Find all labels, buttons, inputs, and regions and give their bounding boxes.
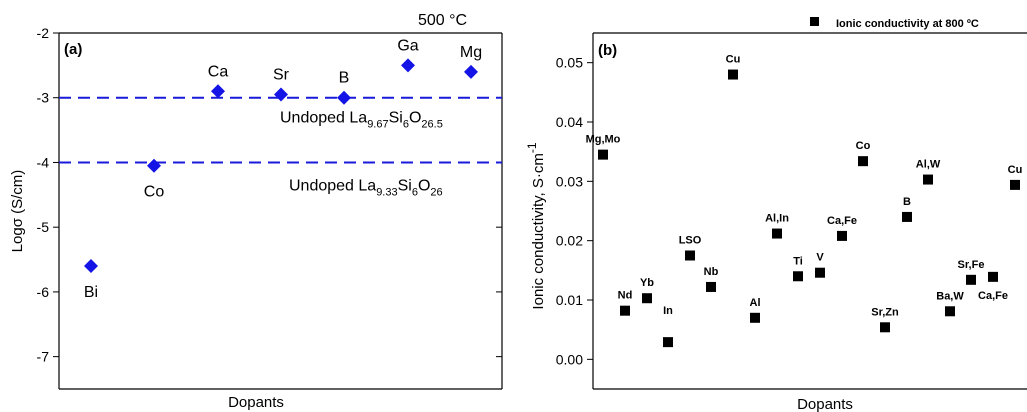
panel-a-y-tick-label: -7	[37, 349, 50, 365]
panel-a-reference-label-part: O	[418, 177, 430, 194]
panel-b-point-label: Al,In	[765, 213, 789, 225]
panel-a-reference-label-part: Undoped La	[280, 110, 367, 127]
panel-a-y-axis-title: Logσ (S/cm)	[9, 170, 26, 253]
panel-a-reference-label: Undoped La9.33Si6O26	[289, 177, 443, 198]
panel-a-point-label: Co	[144, 184, 165, 201]
panel-a-reference-label-part: 9.33	[376, 186, 397, 198]
panel-b: 0.00 0.01 0.02 0.03 0.04 0.05 Mg,Mo Nd Yb In LSO N…	[525, 17, 1027, 412]
panel-a-y-tick-label: -4	[37, 154, 50, 170]
panel-b-point-label: LSO	[679, 235, 702, 247]
panel-a-reference-label-part: 26	[430, 186, 442, 198]
panel-b-data-point	[706, 281, 716, 292]
panel-a-reference-label-part: 6	[412, 186, 418, 198]
panel-b-y-axis-title-main: Ionic conductivity, S·cm	[530, 153, 547, 309]
panel-b-point-label: In	[663, 305, 673, 317]
panel-b-point-label: Cu	[1008, 164, 1023, 176]
panel-b-data-point	[728, 69, 738, 80]
panel-b-point-label: Cu	[726, 54, 741, 66]
panel-a-x-axis-title: Dopants	[228, 394, 284, 411]
panel-a-point-label: Ga	[397, 37, 418, 54]
panel-b-y-axis-title-sup: -1	[525, 142, 539, 153]
panel-a-y-tick-label: -2	[37, 25, 50, 41]
panel-a-y-tick-label: -5	[37, 219, 50, 235]
panel-b-x-axis-title: Dopants	[797, 396, 853, 412]
panel-b-data-point	[858, 156, 868, 167]
panel-b-y-tick-label: 0.04	[556, 114, 583, 130]
panel-a-reference-label: Undoped La9.67Si6O26.5	[280, 110, 443, 131]
panel-b-y-tick-label: 0.05	[556, 55, 583, 71]
panel-a-point-label: Bi	[84, 284, 98, 301]
panel-a-y-tick-label: -3	[37, 90, 50, 106]
panel-b-y-tick-label: 0.00	[556, 351, 583, 367]
panel-b-point-label: Nd	[618, 290, 633, 302]
panel-b-point-label: V	[816, 252, 824, 264]
panel-a-data-point	[274, 87, 288, 102]
panel-b-data-point	[902, 211, 912, 222]
panel-b-data-point	[1010, 179, 1020, 190]
panel-b-y-axis-title: Ionic conductivity, S·cm-1	[525, 142, 547, 309]
panel-a-point-label: B	[339, 70, 350, 87]
panel-b-y-tick-label: 0.03	[556, 173, 583, 189]
panel-b-point-label: Co	[856, 140, 871, 152]
panel-b-data-point	[966, 274, 976, 285]
panel-b-data-point	[923, 174, 933, 185]
panel-a-y-tick-label: -6	[37, 284, 50, 300]
panel-a-reference-label-part: 9.67	[367, 119, 388, 131]
panel-b-point-label: Yb	[640, 277, 654, 289]
panel-b-label: (b)	[598, 42, 617, 59]
panel-a-label: (a)	[64, 41, 82, 58]
panel-a-data-point	[147, 158, 161, 173]
panel-b-point-label: Sr,Zn	[871, 306, 899, 318]
panel-b-point-label: B	[903, 196, 911, 208]
panel-b-data-point	[988, 271, 998, 282]
panel-b-data-point	[815, 267, 825, 278]
panel-a-reference-label-part: Si	[398, 177, 412, 194]
panel-b-data-point	[598, 149, 608, 160]
panel-b-point-label: Al,W	[916, 159, 941, 171]
panel-a-data-point	[84, 259, 98, 274]
panel-b-data-point	[837, 230, 847, 241]
panel-b-point-label: Nb	[704, 266, 719, 278]
panel-b-y-tick-label: 0.02	[556, 233, 583, 249]
panel-b-data-point	[620, 305, 630, 316]
panel-b-data-point	[663, 337, 673, 348]
panel-b-legend-marker	[810, 17, 819, 26]
panel-b-legend-text: Ionic conductivity at 800 ºC	[836, 18, 979, 30]
panel-a-data-point	[401, 58, 415, 73]
panel-b-y-tick-label: 0.01	[556, 292, 583, 308]
panel-b-data-point	[642, 293, 652, 304]
panel-a-data-point	[211, 84, 225, 99]
panel-b-point-label: Mg,Mo	[586, 134, 621, 146]
panel-a: -2-3-4-5-6-7 Undoped La9.67Si6O26.5Undop…	[9, 12, 503, 411]
panel-b-point-label: Ca,Fe	[827, 215, 857, 227]
panel-b-data-point	[793, 271, 803, 282]
panel-a-reference-label-part: 26.5	[421, 119, 442, 131]
panel-b-point-label: Ba,W	[936, 290, 964, 302]
panel-b-data-point	[750, 312, 760, 323]
panel-b-data-point	[945, 306, 955, 317]
panel-a-point-label: Ca	[208, 63, 229, 80]
panel-a-reference-label-part: 6	[403, 119, 409, 131]
panel-b-point-label: Ti	[793, 255, 803, 267]
panel-b-data-point	[685, 250, 695, 261]
panel-a-reference-label-part: Si	[389, 110, 403, 127]
panel-b-data-point	[772, 228, 782, 239]
panel-a-reference-label-part: O	[409, 110, 421, 127]
panel-b-point-label: Ca,Fe	[978, 290, 1008, 302]
panel-b-data-point	[880, 322, 890, 333]
panel-a-point-label: Mg	[460, 44, 482, 61]
panel-a-reference-label-part: Undoped La	[289, 177, 376, 194]
panel-a-data-point	[337, 90, 351, 105]
panel-b-point-label: Al	[750, 297, 761, 309]
panel-a-point-label: Sr	[273, 66, 290, 83]
panel-b-point-label: Sr,Fe	[958, 259, 985, 271]
panel-a-data-point	[464, 64, 478, 79]
panel-a-corner-note: 500 °C	[418, 12, 467, 29]
